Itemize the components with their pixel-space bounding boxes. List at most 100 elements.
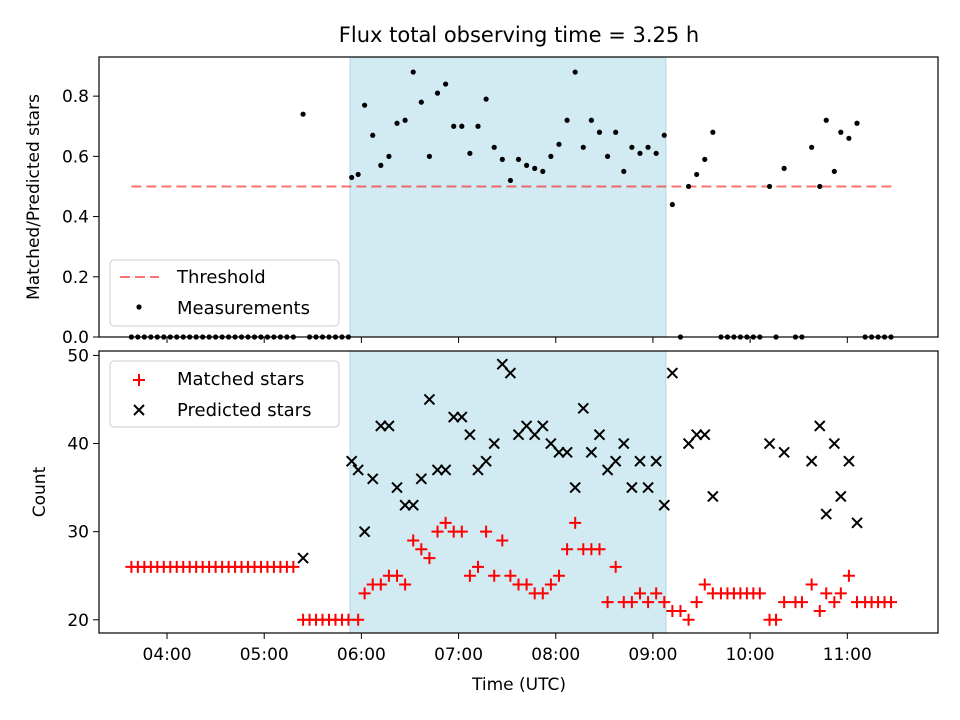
measurement-point [451, 123, 457, 129]
measurement-point [588, 117, 594, 123]
bottom-axes-frame [98, 350, 939, 634]
predicted-star-point [367, 473, 379, 485]
matched-star-point [842, 569, 855, 582]
x-tick-label: 09:00 [628, 645, 677, 665]
matched-star-point [407, 534, 420, 547]
predicted-star-point [666, 367, 679, 379]
predicted-star-point [805, 455, 818, 467]
measurement-point [613, 129, 619, 135]
measurement-point [362, 102, 368, 108]
measurement-point [564, 117, 570, 123]
predicted-star-point [658, 499, 670, 511]
predicted-star-point [820, 508, 832, 520]
y-tick-label: 0.6 [62, 147, 89, 167]
y-tick-label: 0.4 [62, 208, 89, 228]
legend-measurements-swatch [136, 304, 142, 310]
measurement-point [300, 111, 306, 117]
matched-star-point [601, 596, 614, 609]
predicted-star-point [642, 481, 654, 494]
measurement-point [483, 96, 489, 102]
legend-predicted-label: Predicted stars [177, 400, 311, 421]
measurement-point [532, 165, 538, 171]
measurement-point [378, 162, 384, 168]
matched-star-point [770, 613, 783, 626]
measurement-point [434, 90, 441, 96]
y-tick-label: 0.2 [62, 268, 89, 288]
measurement-point [838, 129, 844, 135]
x-tick-label: 06:00 [337, 645, 386, 665]
measurement-point [604, 153, 611, 159]
matched-star-point [633, 587, 646, 600]
measurement-point [491, 144, 497, 150]
measurement-point [831, 168, 837, 175]
predicted-star-point [609, 455, 622, 467]
measurement-point [854, 120, 860, 126]
predicted-star-point [650, 455, 662, 467]
measurement-point [637, 150, 643, 156]
matched-star-point [834, 587, 847, 600]
matched-star-point [287, 560, 300, 573]
predicted-star-point [488, 437, 500, 450]
matched-star-point [593, 543, 606, 556]
measurement-point [548, 153, 554, 159]
measurement-point [669, 201, 675, 208]
predicted-star-point [407, 499, 419, 511]
measurement-point [443, 81, 449, 87]
measurement-point [515, 156, 522, 162]
matched-star-point [496, 534, 509, 547]
matched-star-point [463, 569, 476, 582]
measurement-point [370, 132, 376, 138]
matched-star-point [504, 569, 517, 582]
bottom-legend: Matched stars Predicted stars [109, 360, 340, 428]
y-tick-label: 20 [67, 611, 89, 631]
bottom-legend-box [109, 360, 340, 428]
predicted-star-point [456, 411, 468, 423]
predicted-star-point [512, 429, 525, 441]
predicted-star-point [835, 490, 847, 503]
matched-star-point [391, 569, 404, 582]
measurement-point [467, 150, 473, 156]
x-tick-label: 07:00 [434, 645, 483, 665]
matched-star-point [569, 516, 582, 529]
matched-star-point [609, 560, 622, 573]
matched-star-point [488, 569, 501, 582]
top-axes-frame [98, 56, 939, 338]
matched-star-point [480, 525, 493, 538]
predicted-star-point [431, 464, 444, 476]
matched-star-point [439, 516, 452, 529]
matched-star-point [374, 578, 387, 591]
measurement-point [499, 156, 505, 162]
measurement-point [817, 183, 823, 190]
matched-star-point [682, 613, 695, 626]
measurement-point [710, 129, 716, 135]
measurement-point [685, 183, 692, 190]
y-tick-label: 0.0 [62, 328, 89, 348]
bottom-panel: 20 30 40 50 04:00 05:00 06:00 07:00 08:00 09:00 1… [30, 346, 939, 695]
predicted-star-point [391, 481, 403, 494]
matched-star-point [690, 596, 703, 609]
top-y-axis: 0.0 0.2 0.4 0.6 0.8 [62, 87, 99, 348]
matched-star-point [795, 596, 808, 609]
predicted-star-point [601, 464, 614, 476]
matched-star-point [536, 587, 549, 600]
predicted-star-point [577, 402, 589, 414]
chart-title: Flux total observing time = 3.25 h [339, 23, 699, 47]
measurement-point [556, 141, 562, 147]
matched-star-point [820, 587, 833, 600]
predicted-star-point [626, 481, 638, 494]
predicted-star-point [297, 552, 309, 564]
x-tick-label: 11:00 [823, 645, 872, 665]
matched-star-point [358, 587, 371, 600]
matched-star-point [455, 525, 468, 538]
matched-star-point [642, 596, 655, 609]
observing-window-shade [349, 56, 667, 338]
predicted-star-point [464, 429, 476, 441]
x-tick-label: 10:00 [726, 645, 775, 665]
matched-star-point [415, 543, 428, 556]
measurement-point [355, 171, 361, 178]
predicted-stars-series [297, 358, 863, 564]
predicted-star-point [399, 499, 411, 511]
measurement-point [809, 144, 815, 150]
predicted-star-point [634, 455, 646, 467]
legend-matched-label: Matched stars [177, 369, 304, 390]
